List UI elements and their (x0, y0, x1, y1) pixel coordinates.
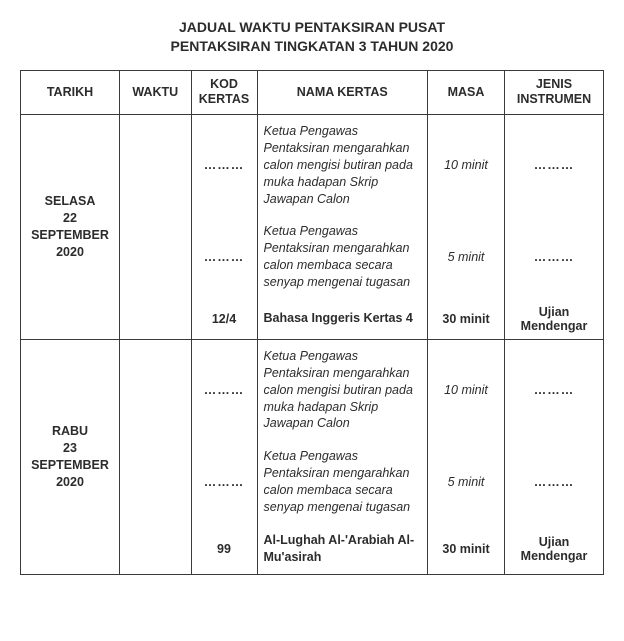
masa-cell: 30 minit (428, 524, 505, 574)
document-title: JADUAL WAKTU PENTAKSIRAN PUSAT PENTAKSIR… (20, 18, 604, 56)
jenis-cell: Ujian Mendengar (505, 299, 604, 340)
instruction-cell: Ketua Pengawas Pentaksiran mengarahkan c… (257, 440, 428, 524)
masa-cell: 5 minit (428, 215, 505, 299)
instruction-cell: Ketua Pengawas Pentaksiran mengarahkan c… (257, 115, 428, 216)
kod-cell: ……… (191, 215, 257, 299)
title-line-2: PENTAKSIRAN TINGKATAN 3 TAHUN 2020 (20, 37, 604, 56)
waktu-cell (120, 115, 192, 340)
header-jenis: JENIS INSTRUMEN (505, 70, 604, 114)
schedule-table: TARIKH WAKTU KOD KERTAS NAMA KERTAS MASA… (20, 70, 604, 575)
table-row: SELASA22 SEPTEMBER2020………Ketua Pengawas … (21, 115, 604, 216)
jenis-cell: ……… (505, 440, 604, 524)
jenis-cell: ……… (505, 339, 604, 440)
instruction-cell: Ketua Pengawas Pentaksiran mengarahkan c… (257, 339, 428, 440)
kod-cell: ……… (191, 339, 257, 440)
header-tarikh: TARIKH (21, 70, 120, 114)
tarikh-cell: SELASA22 SEPTEMBER2020 (21, 115, 120, 340)
kod-cell: 12/4 (191, 299, 257, 340)
header-row: TARIKH WAKTU KOD KERTAS NAMA KERTAS MASA… (21, 70, 604, 114)
masa-cell: 10 minit (428, 115, 505, 216)
kod-cell: 99 (191, 524, 257, 574)
tarikh-cell: RABU23 SEPTEMBER2020 (21, 339, 120, 574)
header-kod: KOD KERTAS (191, 70, 257, 114)
table-row: RABU23 SEPTEMBER2020………Ketua Pengawas Pe… (21, 339, 604, 440)
paper-name-cell: Al-Lughah Al-'Arabiah Al-Mu'asirah (257, 524, 428, 574)
masa-cell: 30 minit (428, 299, 505, 340)
instruction-cell: Ketua Pengawas Pentaksiran mengarahkan c… (257, 215, 428, 299)
kod-cell: ……… (191, 115, 257, 216)
kod-cell: ……… (191, 440, 257, 524)
waktu-cell (120, 339, 192, 574)
jenis-cell: ……… (505, 215, 604, 299)
masa-cell: 5 minit (428, 440, 505, 524)
jenis-cell: Ujian Mendengar (505, 524, 604, 574)
jenis-cell: ……… (505, 115, 604, 216)
title-line-1: JADUAL WAKTU PENTAKSIRAN PUSAT (20, 18, 604, 37)
header-masa: MASA (428, 70, 505, 114)
header-nama: NAMA KERTAS (257, 70, 428, 114)
masa-cell: 10 minit (428, 339, 505, 440)
paper-name-cell: Bahasa Inggeris Kertas 4 (257, 299, 428, 340)
header-waktu: WAKTU (120, 70, 192, 114)
